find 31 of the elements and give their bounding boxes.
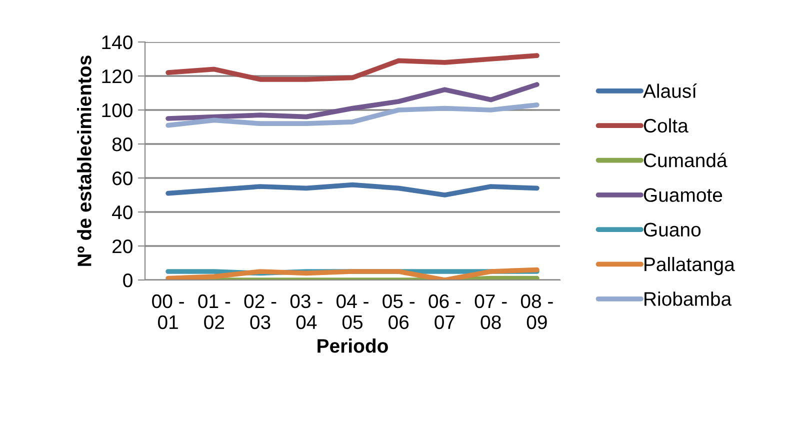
x-axis-title: Periodo (318, 338, 388, 353)
legend-label: Pallatanga (644, 256, 735, 276)
y-axis-title: Nº de establecimientos (77, 56, 92, 266)
legend-label: Alausí (643, 83, 697, 98)
legend-label: Colta (644, 118, 688, 133)
line-series (166, 182, 540, 198)
line-series (166, 102, 540, 128)
x-tick-label: 08 - 09 (520, 294, 553, 330)
x-tick-label: 07 - 08 (474, 294, 507, 330)
x-tick-label: 00 - 01 (152, 294, 184, 330)
y-tick-label: 20 (112, 239, 132, 254)
line-series (166, 82, 540, 121)
x-tick-label: 05 - 06 (382, 294, 414, 330)
legend-label: Riobamba (644, 292, 732, 306)
y-tick-label: 120 (102, 69, 132, 84)
y-tick-label: 40 (112, 205, 132, 220)
legend-label: Guano (644, 222, 701, 237)
legend-label: Guamote (644, 188, 722, 202)
y-tick-label: 80 (112, 137, 132, 152)
x-tick-label: 04 - 05 (336, 294, 368, 330)
y-tick-label: 140 (102, 35, 132, 50)
y-tick-label: 100 (102, 103, 132, 118)
line-series (166, 53, 540, 82)
x-tick-label: 01 - 02 (198, 294, 230, 330)
y-tick-label: 0 (123, 273, 132, 288)
x-tick-label: 06 - 07 (428, 294, 461, 330)
legend-label: Cumandá (644, 152, 728, 168)
x-tick-label: 02 - 03 (244, 294, 276, 330)
line-series (166, 267, 540, 280)
y-tick-label: 60 (112, 171, 132, 186)
x-tick-label: 03 - 04 (290, 294, 322, 330)
